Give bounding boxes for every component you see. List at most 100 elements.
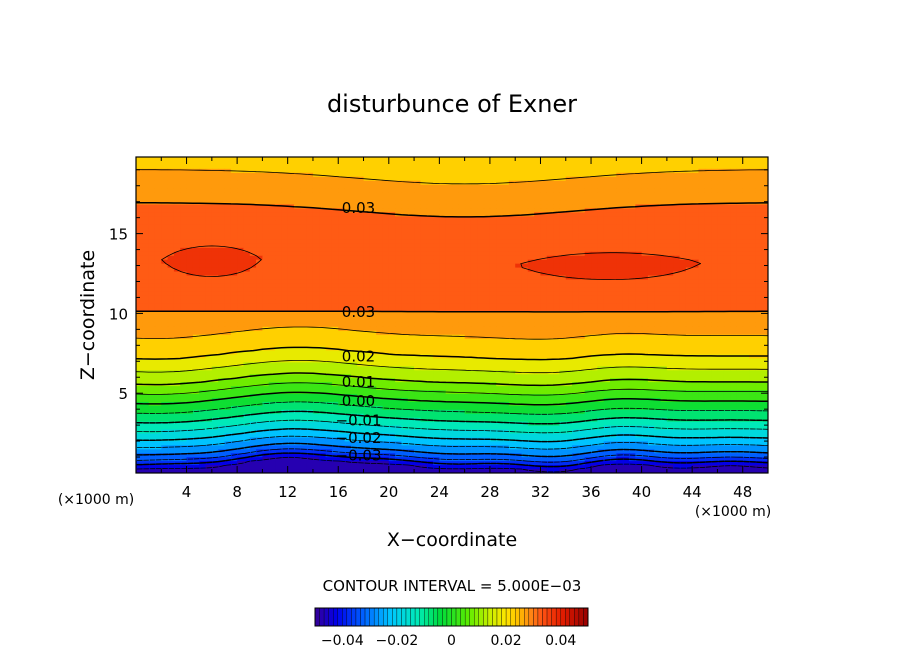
contour-cell <box>312 326 320 332</box>
contour-cell <box>673 259 681 265</box>
contour-cell <box>603 204 611 209</box>
contour-cell <box>641 283 649 288</box>
contour-cell <box>199 259 207 265</box>
contour-cell <box>161 303 169 308</box>
contour-cell <box>610 299 617 304</box>
contour-cell <box>711 326 719 332</box>
contour-cell <box>483 330 491 336</box>
contour-cell <box>211 180 219 186</box>
contour-cell <box>344 192 352 198</box>
contour-cell <box>717 204 725 209</box>
contour-cell <box>502 275 510 281</box>
contour-cell <box>736 342 744 348</box>
contour-cell <box>407 220 415 225</box>
contour-cell <box>433 334 440 340</box>
contour-cell <box>407 303 415 308</box>
contour-cell <box>559 239 567 245</box>
contour-cell <box>704 311 712 316</box>
contour-cell <box>249 346 257 352</box>
contour-cell <box>357 251 365 257</box>
contour-cell <box>275 291 282 296</box>
contour-cell <box>312 342 320 348</box>
contour-cell <box>426 192 434 198</box>
contour-cell <box>161 188 169 194</box>
contour-cell <box>382 326 390 332</box>
contour-cell <box>660 287 668 292</box>
contour-cell <box>186 259 194 265</box>
contour-cell <box>711 303 719 308</box>
contour-cell <box>635 232 643 237</box>
contour-cell <box>572 160 579 166</box>
contour-cell <box>401 228 409 233</box>
contour-cell <box>357 176 365 182</box>
contour-cell <box>388 263 396 269</box>
contour-cell <box>205 164 213 170</box>
contour-cell <box>622 176 630 182</box>
contour-cell <box>154 267 162 273</box>
contour-cell <box>711 216 719 221</box>
contour-cell <box>591 279 598 284</box>
contour-cell <box>673 267 681 273</box>
contour-cell <box>268 267 276 273</box>
contour-cell <box>622 287 630 292</box>
contour-cell <box>218 228 226 233</box>
contour-cell <box>666 251 674 257</box>
contour-cell <box>717 338 725 344</box>
contour-cell <box>230 184 238 190</box>
contour-cell <box>363 220 371 225</box>
contour-cell <box>256 322 263 328</box>
contour-cell <box>730 303 737 308</box>
contour-cell <box>628 232 636 237</box>
contour-cell <box>470 330 478 336</box>
contour-cell <box>470 311 478 316</box>
contour-cell <box>420 208 428 213</box>
contour-cell <box>736 212 744 217</box>
contour-cell <box>382 243 390 249</box>
contour-cell <box>546 212 554 217</box>
contour-cell <box>306 212 314 217</box>
contour-cell <box>237 216 245 221</box>
contour-cell <box>578 239 586 245</box>
contour-cell <box>224 334 232 340</box>
contour-cell <box>692 291 700 296</box>
contour-cell <box>647 315 655 320</box>
contour-cell <box>534 338 542 344</box>
contour-cell <box>161 232 169 237</box>
contour-cell <box>622 315 630 320</box>
contour-cell <box>192 259 200 265</box>
contour-cell <box>489 243 497 249</box>
contour-cell <box>426 208 434 213</box>
contour-cell <box>338 188 346 194</box>
contour-cell <box>331 247 339 253</box>
contour-cell <box>591 315 598 320</box>
contour-cell <box>199 236 207 241</box>
contour-cell <box>186 342 194 348</box>
contour-cell <box>534 275 542 281</box>
contour-cell <box>698 220 706 225</box>
contour-cell <box>578 338 586 344</box>
contour-cell <box>496 164 504 170</box>
contour-cell <box>597 350 605 356</box>
contour-cell <box>350 334 358 340</box>
contour-cell <box>515 334 523 340</box>
contour-cell <box>559 216 567 221</box>
contour-cell <box>489 279 497 284</box>
contour-cell <box>660 243 668 249</box>
contour-cell <box>616 287 624 292</box>
contour-cell <box>711 176 719 182</box>
contour-cell <box>483 291 491 296</box>
contour-cell <box>230 283 238 288</box>
contour-cell <box>761 172 768 178</box>
contour-cell <box>483 180 491 186</box>
contour-cell <box>470 247 478 253</box>
contour-cell <box>622 196 630 202</box>
contour-cell <box>452 220 459 225</box>
contour-cell <box>622 291 630 296</box>
contour-cell <box>331 188 339 194</box>
contour-cell <box>477 299 485 304</box>
contour-cell <box>628 311 636 316</box>
contour-cell <box>382 263 390 269</box>
contour-cell <box>350 326 358 332</box>
contour-cell <box>161 279 169 284</box>
contour-cell <box>692 208 700 213</box>
